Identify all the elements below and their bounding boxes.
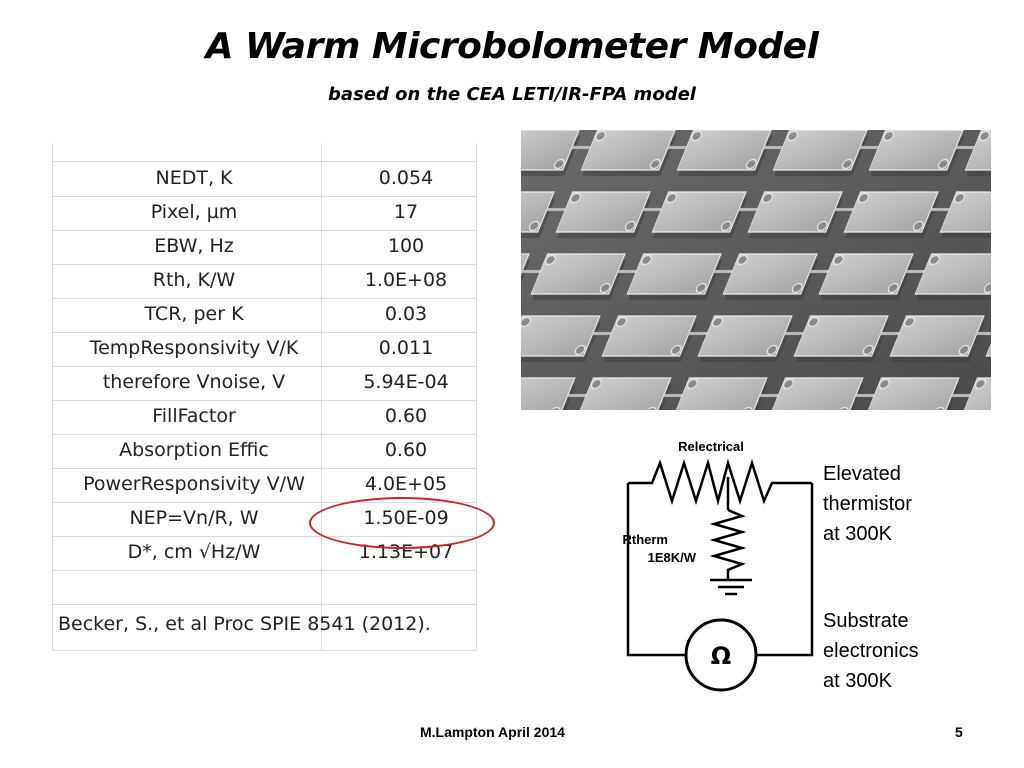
row-value: 0.011 — [378, 337, 434, 359]
row-value: 0.03 — [384, 303, 428, 325]
row-label: Pixel, µm — [150, 201, 238, 223]
table-row: Pixel, µm 17 — [52, 196, 476, 231]
row-value: 5.94E-04 — [363, 371, 449, 393]
label-line: Substrate — [823, 610, 909, 632]
row-value: 0.60 — [384, 405, 428, 427]
elevated-thermistor-label: Elevated thermistor at 300K — [823, 459, 912, 549]
slide-subtitle: based on the CEA LETI/IR-FPA model — [328, 84, 696, 105]
row-value: 0.054 — [378, 167, 434, 189]
label-line: thermistor — [823, 493, 912, 515]
row-value: 0.60 — [384, 439, 428, 461]
row-value: 1.0E+08 — [364, 269, 448, 291]
ground-symbol — [710, 578, 752, 596]
sem-image — [521, 130, 991, 410]
row-label: Absorption Effic — [119, 439, 269, 461]
label-line: electronics — [823, 640, 919, 662]
row-label: NEDT, K — [155, 167, 233, 189]
table-row: FillFactor 0.60 — [52, 400, 476, 435]
table-row: Rth, K/W 1.0E+08 — [52, 264, 476, 299]
row-label: D*, cm √Hz/W — [127, 541, 261, 563]
table-row: TCR, per K 0.03 — [52, 298, 476, 333]
row-value: 17 — [393, 201, 419, 223]
ohmmeter-icon — [684, 618, 758, 692]
row-value: 4.0E+05 — [364, 473, 448, 495]
table-top-row — [52, 143, 476, 162]
row-label: TempResponsivity V/K — [89, 337, 299, 359]
ohm-symbol: Ω — [711, 642, 731, 670]
row-label: PowerResponsivity V/W — [83, 473, 305, 495]
microbolometer-array-photo — [521, 130, 991, 410]
reference-text: Becker, S., et al Proc SPIE 8541 (2012). — [58, 613, 431, 635]
table-row: therefore Vnoise, V 5.94E-04 — [52, 366, 476, 401]
slide-title: A Warm Microbolometer Model — [205, 26, 819, 67]
rtherm-value: 1E8K/W — [648, 550, 697, 565]
table-row: TempResponsivity V/K 0.011 — [52, 332, 476, 367]
nep-highlight-ellipse — [309, 497, 495, 549]
table-row-empty — [52, 570, 476, 605]
rtherm-label: Rtherm — [622, 532, 668, 547]
label-line: at 300K — [823, 670, 892, 692]
footer-author: M.Lampton April 2014 — [420, 724, 565, 740]
label-line: Elevated — [823, 463, 901, 485]
row-label: Rth, K/W — [152, 269, 236, 291]
circuit-wires — [626, 458, 814, 657]
table-row: PowerResponsivity V/W 4.0E+05 — [52, 468, 476, 503]
row-label: EBW, Hz — [154, 235, 234, 257]
label-line: at 300K — [823, 523, 892, 545]
table-row: EBW, Hz 100 — [52, 230, 476, 265]
row-label: FillFactor — [152, 405, 236, 427]
row-label: therefore Vnoise, V — [102, 371, 286, 393]
row-value: 100 — [387, 235, 425, 257]
page-number: 5 — [955, 724, 963, 740]
relectrical-label: Relectrical — [678, 439, 744, 454]
grid-line — [52, 143, 53, 651]
substrate-electronics-label: Substrate electronics at 300K — [823, 606, 919, 696]
parameter-table: NEDT, K 0.054 Pixel, µm 17 EBW, Hz 100 Rth,… — [38, 143, 488, 651]
reference-row — [52, 604, 476, 651]
grid-line — [321, 143, 322, 651]
grid-line — [476, 143, 477, 651]
bolometer-circuit-diagram: Relectrical Rtherm 1E8K/W Ω — [622, 439, 814, 692]
table-row: NEDT, K 0.054 — [52, 162, 476, 197]
table-row: Absorption Effic 0.60 — [52, 434, 476, 469]
row-label: TCR, per K — [144, 303, 244, 325]
row-label: NEP=Vn/R, W — [129, 507, 259, 529]
